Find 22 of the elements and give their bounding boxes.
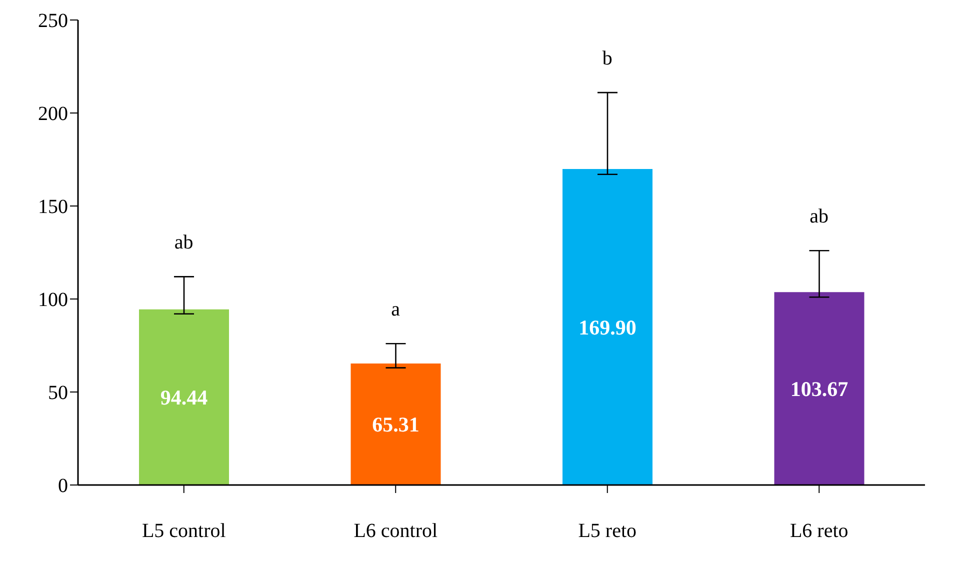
annotation: b (602, 48, 612, 70)
annotation: ab (810, 206, 829, 228)
bar (139, 309, 229, 485)
y-tick-label: 50 (48, 382, 68, 404)
annotation: ab (174, 232, 194, 254)
x-tick-label: L6 reto (790, 520, 848, 542)
y-tick-label: 100 (38, 289, 68, 312)
data-label: 169.90 (578, 315, 636, 340)
y-tick-label: 250 (38, 10, 68, 32)
y-tick-label: 150 (38, 196, 68, 218)
y-tick-label: 200 (38, 103, 68, 126)
y-tick-label: 0 (58, 475, 68, 498)
x-tick-label: L5 control (142, 520, 226, 542)
data-label: 94.44 (160, 386, 208, 410)
annotation: a (391, 298, 400, 321)
bar (350, 364, 441, 485)
data-label: 65.31 (372, 412, 420, 437)
x-tick-label: L5 reto (578, 520, 637, 542)
x-tick-label: L6 control (354, 520, 438, 542)
bar (562, 168, 652, 485)
bar (774, 292, 864, 485)
data-label: 103.67 (790, 377, 848, 402)
